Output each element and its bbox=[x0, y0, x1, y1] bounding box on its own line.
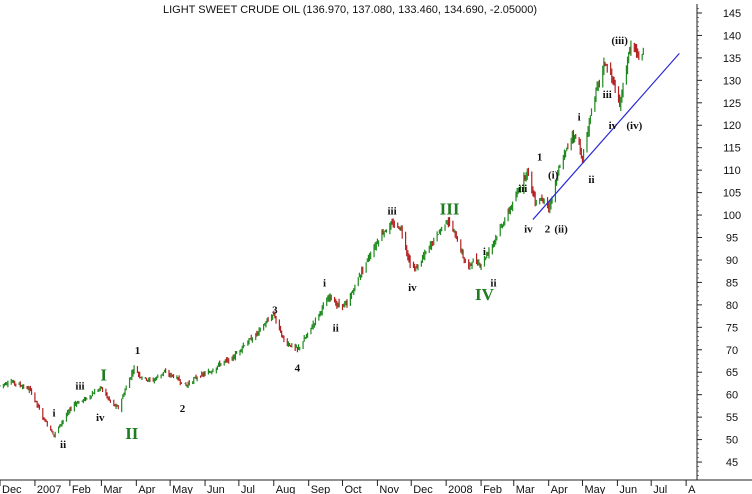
wave-label-minor: iii bbox=[518, 183, 527, 195]
y-tick-label: 70 bbox=[726, 345, 738, 357]
x-tick-label: Feb bbox=[72, 484, 91, 494]
y-tick-label: 85 bbox=[726, 277, 738, 289]
x-tick-label: May bbox=[584, 484, 605, 494]
y-tick-label: 95 bbox=[726, 233, 738, 245]
wave-label-minor: iv bbox=[96, 412, 105, 424]
wave-label-minor: 1 bbox=[135, 345, 141, 357]
y-tick-label: 125 bbox=[723, 98, 741, 110]
wave-labels: iiiiiiIiv1II234iiiiiiivIIIiIViiiiiiv12(i… bbox=[53, 35, 643, 451]
wave-label-major: IV bbox=[475, 285, 495, 304]
x-tick-label: Jun bbox=[619, 484, 637, 494]
wave-label-minor: iv bbox=[524, 224, 533, 236]
x-tick-label: 2008 bbox=[448, 484, 472, 494]
x-tick-label: Apr bbox=[138, 484, 155, 494]
x-tick-label: Jul bbox=[653, 484, 667, 494]
wave-label-major: II bbox=[125, 424, 139, 443]
x-tick-label: Jul bbox=[241, 484, 255, 494]
trendline bbox=[532, 52, 680, 220]
y-tick-label: 120 bbox=[723, 120, 741, 132]
x-tick-label: Aug bbox=[276, 484, 296, 494]
y-tick-label: 130 bbox=[723, 75, 741, 87]
wave-label-minor: i bbox=[323, 277, 326, 289]
y-tick-label: 80 bbox=[726, 300, 738, 312]
wave-label-minor: 1 bbox=[537, 152, 543, 164]
y-tick-label: 55 bbox=[726, 412, 738, 424]
wave-label-minor: i bbox=[483, 246, 486, 258]
wave-label-minor: i bbox=[53, 408, 56, 420]
wave-label-major: III bbox=[440, 200, 460, 219]
y-tick-label: 60 bbox=[726, 390, 738, 402]
y-tick-label: 75 bbox=[726, 322, 738, 334]
wave-label-minor: 4 bbox=[295, 363, 301, 375]
x-tick-label: 2007 bbox=[37, 484, 61, 494]
x-tick-label: Mar bbox=[516, 484, 535, 494]
x-tick-label: A bbox=[688, 484, 696, 494]
wave-label-minor: iii bbox=[603, 89, 612, 101]
x-tick-label: May bbox=[172, 484, 193, 494]
x-axis: Dec 2007 Feb Mar Apr May Jun Jul Aug Sep Oct Nov Dec… bbox=[0, 480, 696, 494]
y-tick-label: 135 bbox=[723, 53, 741, 65]
y-tick-label: 100 bbox=[723, 210, 741, 222]
y-axis: 45 50 55 60 65 70 75 80 85 90 95 100 105 110 115 120 125… bbox=[0, 4, 752, 481]
wave-label-minor: iv bbox=[408, 282, 417, 294]
x-tick-label: Nov bbox=[379, 484, 399, 494]
x-tick-label: Dec bbox=[413, 484, 433, 494]
y-tick-label: 105 bbox=[723, 188, 741, 200]
x-tick-label: Jun bbox=[207, 484, 225, 494]
wave-label-minor: 2 bbox=[545, 224, 551, 236]
wave-label-minor: ii bbox=[490, 277, 496, 289]
wave-label-major: I bbox=[100, 366, 107, 385]
y-tick-label: 90 bbox=[726, 255, 738, 267]
x-tick-label: Dec bbox=[2, 484, 22, 494]
wave-label-minor: (ii) bbox=[554, 224, 568, 236]
x-tick-label: Feb bbox=[483, 484, 502, 494]
x-tick-label: Sep bbox=[311, 484, 331, 494]
y-tick-label: 140 bbox=[723, 30, 741, 42]
wave-label-minor: (i) bbox=[548, 170, 559, 182]
wave-label-minor: ii bbox=[60, 439, 66, 451]
y-tick-label: 50 bbox=[726, 435, 738, 447]
x-tick-label: Oct bbox=[345, 484, 362, 494]
wave-label-minor: iv bbox=[609, 120, 618, 132]
y-tick-label: 45 bbox=[726, 457, 738, 469]
y-tick-label: 115 bbox=[723, 143, 741, 155]
wave-label-minor: ii bbox=[333, 322, 339, 334]
x-tick-label: Apr bbox=[551, 484, 568, 494]
y-tick-label: 110 bbox=[723, 165, 741, 177]
y-tick-label: 65 bbox=[726, 367, 738, 379]
wave-label-minor: (iv) bbox=[626, 120, 642, 132]
price-bars bbox=[0, 40, 644, 438]
chart-title: LIGHT SWEET CRUDE OIL (136.970, 137.080,… bbox=[163, 4, 537, 16]
y-tick-label: 145 bbox=[723, 8, 741, 20]
wave-label-minor: iii bbox=[387, 206, 396, 218]
wave-label-minor: 3 bbox=[272, 304, 278, 316]
wave-label-minor: (iii) bbox=[611, 35, 628, 47]
wave-label-minor: 2 bbox=[180, 403, 186, 415]
trendline-group bbox=[532, 52, 680, 220]
wave-label-minor: i bbox=[578, 111, 581, 123]
wave-label-minor: iii bbox=[75, 381, 84, 393]
wave-label-minor: ii bbox=[588, 174, 594, 186]
x-tick-label: Mar bbox=[103, 484, 122, 494]
